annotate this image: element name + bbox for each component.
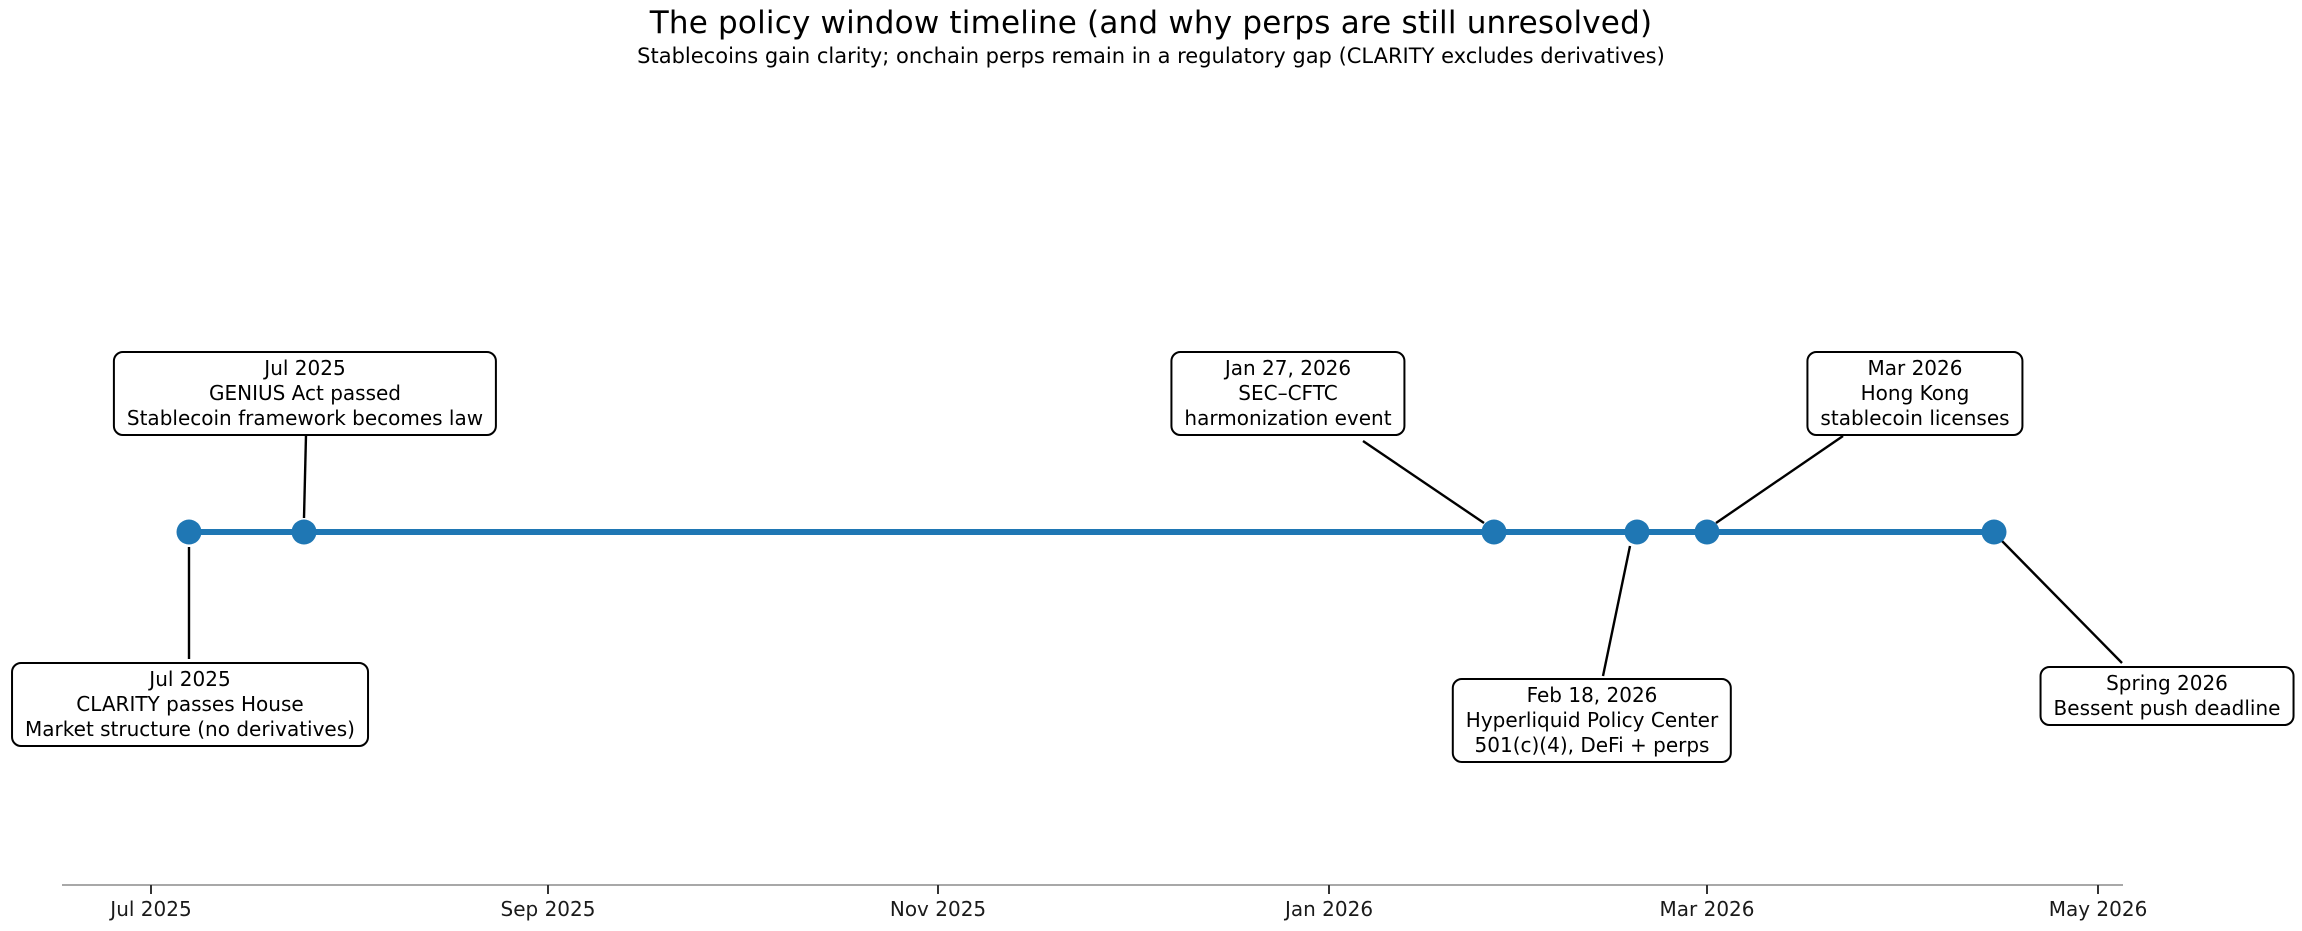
annotation-line: Stablecoin framework becomes law (126, 406, 484, 430)
annotation-line: Mar 2026 (1867, 356, 1963, 380)
timeline-marker (1624, 519, 1650, 545)
chart-subtitle: Stablecoins gain clarity; onchain perps … (637, 44, 1665, 68)
annotation-line: Bessent push deadline (2053, 696, 2281, 720)
annotation-line: 501(c)(4), DeFi + perps (1474, 733, 1710, 757)
annotation-box: Jul 2025 GENIUS Act passed Stablecoin fram… (112, 351, 498, 436)
annotation-line: Hyperliquid Policy Center (1465, 708, 1719, 732)
annotation-line: Hong Kong (1860, 381, 1970, 405)
timeline-marker (1694, 519, 1720, 545)
timeline-marker (291, 519, 317, 545)
chart-title: The policy window timeline (and why perp… (649, 5, 1653, 41)
timeline-marker (1481, 519, 1507, 545)
leader-line (1601, 545, 1632, 677)
x-axis-tick-label: May 2026 (2048, 897, 2148, 921)
annotation-line: Jul 2025 (149, 667, 231, 691)
annotation-line: GENIUS Act passed (208, 381, 402, 405)
annotation-box: Mar 2026 Hong Kong stablecoin licenses (1806, 351, 2024, 436)
leader-line (1715, 435, 1844, 524)
x-axis-tick-label: Sep 2025 (500, 897, 596, 921)
leader-line (1362, 440, 1485, 524)
annotation-line: stablecoin licenses (1820, 406, 2010, 430)
annotation-line: SEC–CFTC (1238, 381, 1338, 405)
x-axis-tick-label: Nov 2025 (889, 897, 987, 921)
annotation-line: Feb 18, 2026 (1526, 683, 1658, 707)
leader-line (302, 434, 308, 519)
timeline-marker (176, 519, 202, 545)
x-axis-tick-label: Mar 2026 (1659, 897, 1755, 921)
x-axis-tick-label: Jan 2026 (1284, 897, 1374, 921)
x-axis-tick-label: Jul 2025 (110, 897, 192, 921)
annotation-box: Jul 2025 CLARITY passes House Market struc… (11, 662, 369, 747)
timeline-marker (1981, 519, 2007, 545)
annotation-line: harmonization event (1184, 406, 1392, 430)
annotation-box: Spring 2026 Bessent push deadline (2039, 666, 2295, 726)
annotation-line: Jan 27, 2026 (1224, 356, 1352, 380)
leader-line (2001, 540, 2123, 664)
annotation-line: Market structure (no derivatives) (25, 717, 355, 741)
annotation-line: CLARITY passes House (76, 692, 304, 716)
annotation-line: Jul 2025 (264, 356, 346, 380)
annotation-box: Jan 27, 2026 SEC–CFTC harmonization event (1170, 351, 1406, 436)
annotation-box: Feb 18, 2026 Hyperliquid Policy Center 501… (1451, 678, 1733, 763)
annotation-line: Spring 2026 (2106, 671, 2228, 695)
